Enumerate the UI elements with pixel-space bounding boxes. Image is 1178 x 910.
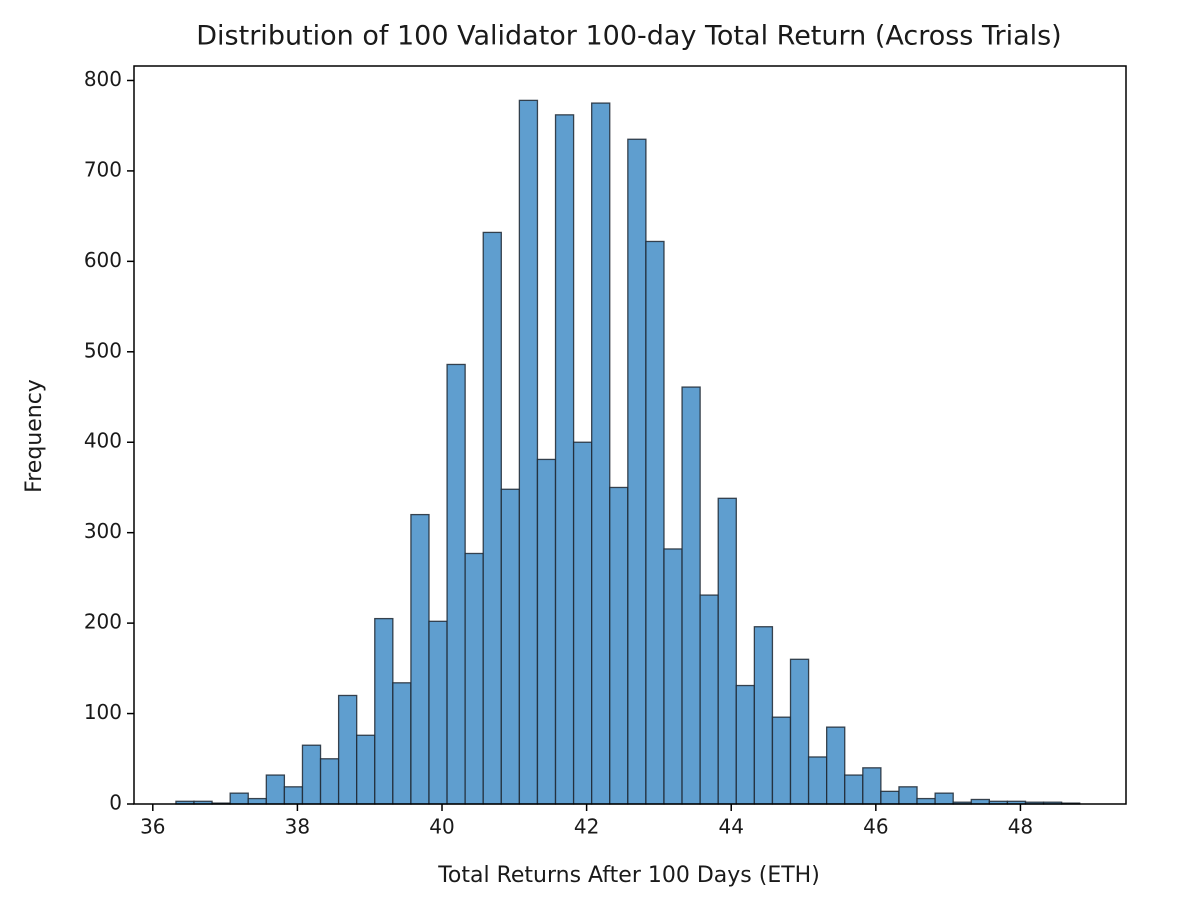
- bar: [247, 797, 267, 805]
- bar: [536, 458, 557, 805]
- x-tick-label: 38: [285, 815, 310, 839]
- y-tick-label: 300: [84, 519, 122, 543]
- bar: [645, 240, 665, 805]
- y-axis-label: Frequency: [22, 379, 47, 493]
- bar: [789, 658, 810, 805]
- bar: [880, 790, 900, 805]
- bar: [464, 552, 484, 805]
- y-tick-label: 200: [84, 610, 122, 634]
- bar: [916, 797, 936, 805]
- y-tick-label: 400: [84, 429, 122, 453]
- bar: [518, 99, 539, 805]
- y-tick-label: 500: [84, 338, 122, 362]
- y-tick-label: 700: [84, 157, 122, 181]
- bar: [753, 626, 774, 805]
- bar: [500, 488, 521, 805]
- bar: [807, 756, 828, 805]
- plot-frame: [133, 65, 1127, 805]
- bar: [428, 620, 448, 805]
- x-tick-label: 40: [429, 815, 454, 839]
- bar: [356, 734, 376, 805]
- bar: [591, 102, 611, 805]
- y-tick-label: 600: [84, 248, 122, 272]
- bar: [337, 694, 358, 805]
- chart-title: Distribution of 100 Validator 100-day To…: [196, 21, 1061, 52]
- bar: [735, 684, 756, 805]
- bar: [265, 774, 286, 805]
- y-tick-label: 800: [84, 67, 122, 91]
- bar: [609, 486, 629, 805]
- bar: [392, 682, 412, 805]
- y-tick-label: 0: [109, 791, 122, 815]
- bar: [717, 497, 737, 805]
- bar: [826, 726, 846, 805]
- x-tick-label: 36: [140, 815, 165, 839]
- bar: [229, 792, 249, 805]
- x-tick-label: 48: [1008, 815, 1033, 839]
- bar: [934, 792, 954, 805]
- x-tick-label: 42: [574, 815, 599, 839]
- bar: [446, 363, 466, 805]
- bar: [554, 114, 575, 805]
- bar: [482, 231, 502, 805]
- bar: [283, 786, 304, 805]
- y-tick-label: 100: [84, 700, 122, 724]
- bar: [862, 767, 882, 805]
- bar: [627, 138, 647, 805]
- bar: [844, 774, 864, 805]
- bar: [301, 744, 322, 805]
- bar: [898, 786, 918, 805]
- x-tick-label: 44: [718, 815, 743, 839]
- bar: [410, 513, 430, 805]
- bar: [663, 548, 683, 805]
- x-tick-label: 46: [863, 815, 888, 839]
- bar: [374, 617, 394, 805]
- bar: [681, 386, 701, 805]
- bar: [319, 758, 340, 805]
- bar: [572, 441, 593, 805]
- bar: [699, 594, 719, 805]
- x-axis-label: Total Returns After 100 Days (ETH): [437, 863, 820, 888]
- bar: [771, 716, 792, 805]
